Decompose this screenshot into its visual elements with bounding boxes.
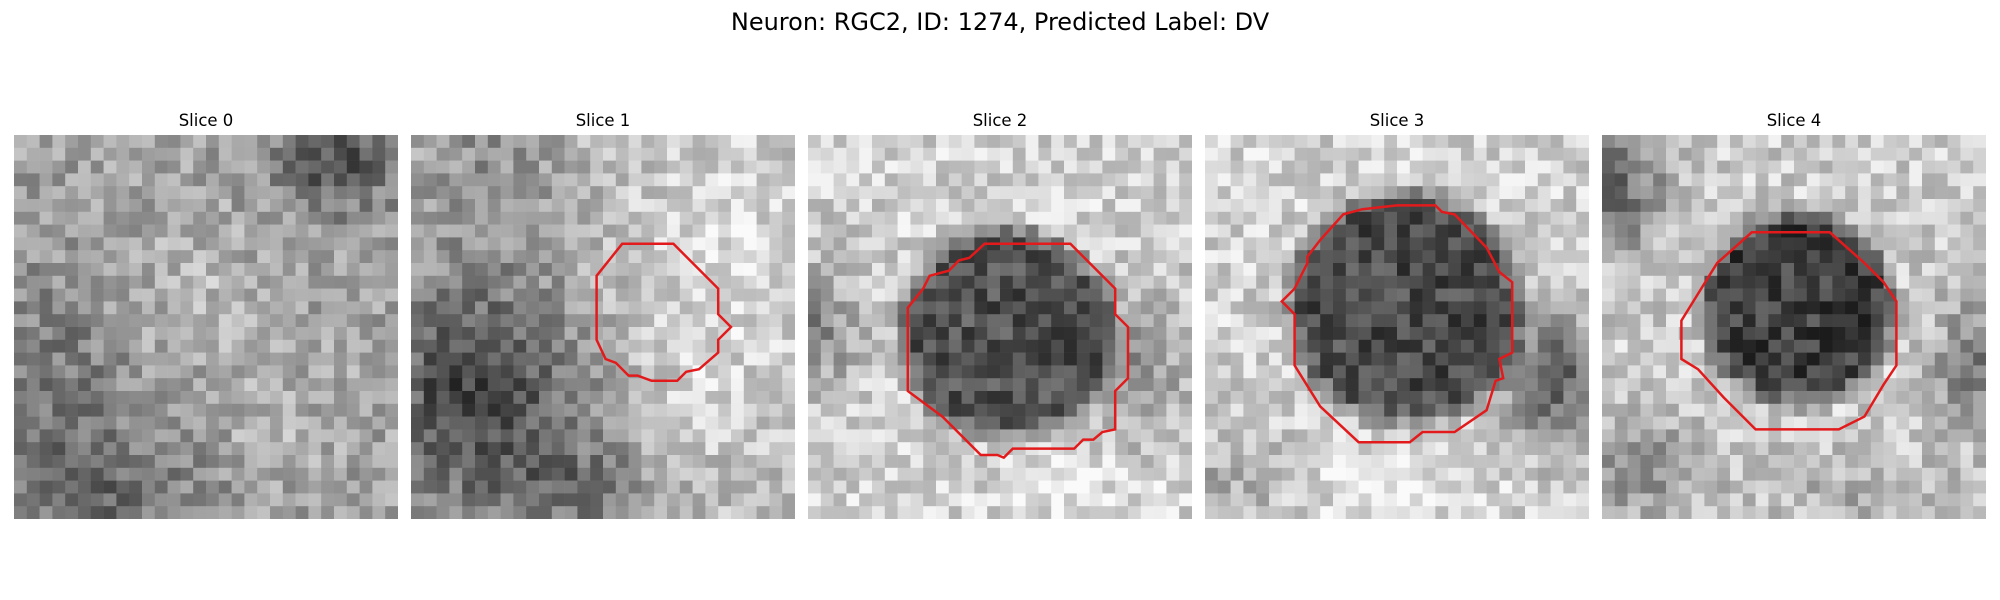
slice-title-4: Slice 4 <box>1766 111 1822 130</box>
slice-panel-2: Slice 2 <box>808 109 1192 519</box>
pixel-grid <box>808 135 1192 519</box>
segmentation-contour <box>595 242 733 383</box>
pixel-grid <box>1205 135 1589 519</box>
slice-image-3 <box>1205 135 1589 519</box>
pixel-grid <box>14 135 398 519</box>
slice-panel-4: Slice 4 <box>1602 109 1986 519</box>
pixel-grid <box>1602 135 1986 519</box>
slice-title-3: Slice 3 <box>1369 111 1425 130</box>
slice-image-4 <box>1602 135 1986 519</box>
slice-title-0: Slice 0 <box>178 111 234 130</box>
slice-image-1 <box>411 135 795 519</box>
pixel-grid <box>411 135 795 519</box>
segmentation-contour <box>1680 231 1898 431</box>
slice-title-1: Slice 1 <box>575 111 631 130</box>
slice-image-0 <box>14 135 398 519</box>
slice-image-2 <box>808 135 1192 519</box>
segmentation-contour <box>1280 204 1514 444</box>
slice-panel-1: Slice 1 <box>411 109 795 519</box>
slice-panel-3: Slice 3 <box>1205 109 1589 519</box>
slice-panel-0: Slice 0 <box>14 109 398 519</box>
segmentation-contour <box>906 242 1130 460</box>
figure-title: Neuron: RGC2, ID: 1274, Predicted Label:… <box>730 8 1270 36</box>
slice-title-2: Slice 2 <box>972 111 1028 130</box>
